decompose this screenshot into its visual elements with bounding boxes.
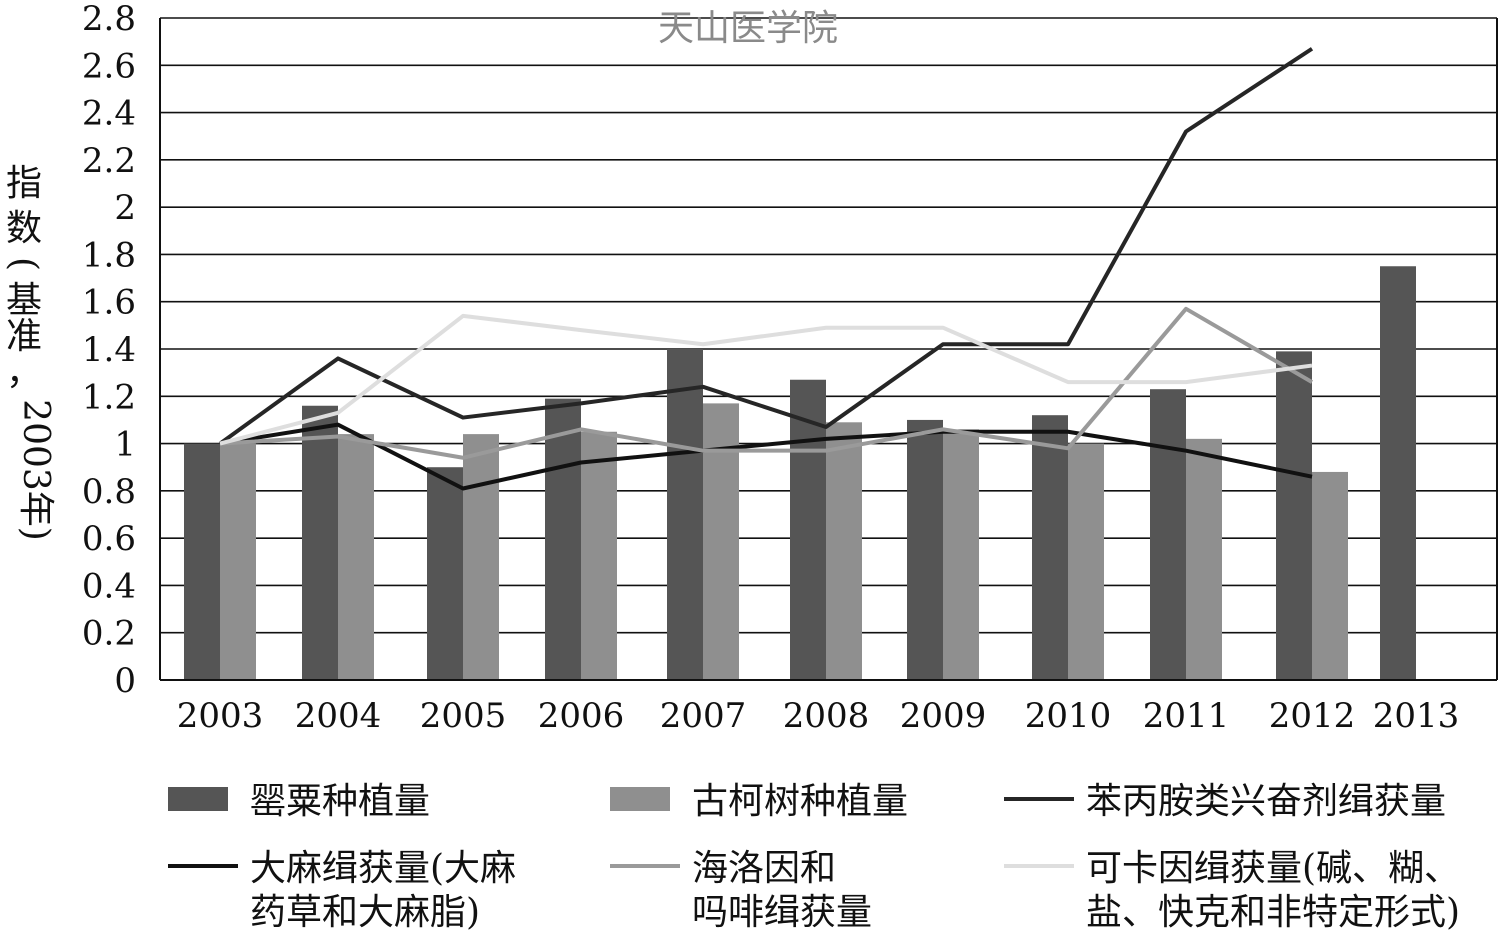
y-axis-label-char: ( [3, 257, 44, 271]
bar-poppy-2010 [1032, 415, 1068, 680]
legend-label: 海洛因和 [692, 848, 836, 889]
bar-coca-2004 [338, 434, 374, 680]
bar-poppy-2007 [667, 349, 703, 680]
x-tick-labels: 2003 2004 2005 2006 2007 2008 2009 2010 2011 2012… [177, 696, 1460, 736]
line-cocaine [219, 313, 1313, 446]
y-axis-label: 指数 ( 基准， 2003年) [3, 163, 56, 541]
y-axis-label-char: ， [6, 352, 42, 393]
bar-poppy-2012 [1276, 351, 1312, 680]
bar-poppy-2009 [907, 419, 943, 680]
x-tick-label: 2011 [1143, 696, 1230, 736]
legend-label: 可卡因缉获量(碱、糊、 [1086, 848, 1460, 889]
bar-poppy-2005 [427, 467, 463, 680]
y-axis-label-line-1: 指 [6, 163, 42, 204]
y-tick-label: 2.6 [82, 46, 136, 86]
x-tick-label: 2005 [420, 696, 507, 736]
x-tick-label: 2010 [1025, 696, 1112, 736]
y-axis-label-char: 数 [6, 208, 42, 249]
bar-coca-2012 [1312, 471, 1348, 680]
x-tick-label: 2012 [1269, 696, 1356, 736]
y-tick-label: 1.6 [82, 283, 136, 323]
y-tick-label: 0.8 [82, 472, 136, 512]
bar-poppy-2004 [302, 405, 338, 680]
bar-poppy-2008 [790, 379, 826, 680]
x-tick-label: 2003 [177, 696, 264, 736]
line-heroin [219, 306, 1314, 460]
legend-item-amphetamine: 苯丙胺类兴奋剂缉获量 [1004, 781, 1446, 822]
bar-poppy-2011 [1150, 389, 1186, 680]
x-tick-label: 2009 [900, 696, 987, 736]
y-tick-label: 1.8 [82, 235, 136, 275]
legend-label: 盐、快克和非特定形式) [1086, 892, 1460, 933]
y-tick-label: 2.2 [82, 141, 136, 181]
y-axis-label-char: 基 [6, 280, 42, 321]
legend-item-coca: 古柯树种植量 [610, 781, 908, 822]
legend-swatch-poppy [168, 787, 228, 811]
legend-item-cocaine: 可卡因缉获量(碱、糊、盐、快克和非特定形式) [1004, 848, 1460, 933]
bar-coca-2007 [703, 403, 739, 680]
y-tick-label: 1 [114, 425, 136, 465]
bar-poppy-2003 [184, 443, 220, 680]
bar-coca-2009 [943, 429, 979, 680]
bar-coca-2006 [581, 431, 617, 680]
y-tick-label: 2.8 [82, 0, 136, 39]
line-amphetamine [218, 47, 1314, 446]
y-tick-label: 2 [114, 188, 136, 228]
y-tick-label: 2.4 [82, 94, 136, 134]
legend-label: 大麻缉获量(大麻 [250, 848, 516, 889]
bar-series [184, 266, 1416, 680]
bar-coca-2011 [1186, 438, 1222, 680]
bar-coca-2010 [1068, 443, 1104, 680]
legend-swatch-coca [610, 787, 670, 811]
line-cannabis [219, 422, 1313, 491]
x-tick-label: 2006 [538, 696, 625, 736]
y-tick-label: 0.4 [82, 566, 136, 606]
axes [159, 18, 1498, 681]
y-tick-label: 0.2 [82, 614, 136, 654]
bar-coca-2003 [220, 443, 256, 680]
x-tick-label: 2004 [295, 696, 382, 736]
y-tick-label: 0 [114, 661, 136, 701]
legend-label: 罂粟种植量 [250, 781, 430, 822]
legend-label: 古柯树种植量 [692, 781, 908, 822]
line-series [218, 47, 1314, 491]
bar-coca-2008 [826, 422, 862, 680]
legend-item-poppy: 罂粟种植量 [168, 781, 430, 822]
bar-poppy-2006 [545, 398, 581, 680]
y-tick-label: 0.6 [82, 519, 136, 559]
legend-label: 药草和大麻脂) [250, 892, 480, 933]
x-tick-label: 2007 [660, 696, 747, 736]
legend-label: 吗啡缉获量 [692, 892, 872, 933]
y-tick-labels: 0 0.2 0.4 0.6 0.8 1 1.2 1.4 1.6 1.8 2 2.2 2.4 2.6 2.8 [82, 0, 136, 701]
y-axis-label-line-3: 2003年) [15, 399, 56, 541]
legend-label: 苯丙胺类兴奋剂缉获量 [1086, 781, 1446, 822]
y-tick-label: 1.2 [82, 377, 136, 417]
bar-poppy-2013 [1380, 266, 1416, 680]
y-axis-label-char: 准 [6, 316, 42, 357]
watermark-text: 天山医学院 [658, 8, 838, 49]
bar-coca-2005 [463, 434, 499, 680]
x-tick-label: 2008 [783, 696, 870, 736]
y-tick-label: 1.4 [82, 330, 136, 370]
x-tick-label: 2013 [1373, 696, 1460, 736]
